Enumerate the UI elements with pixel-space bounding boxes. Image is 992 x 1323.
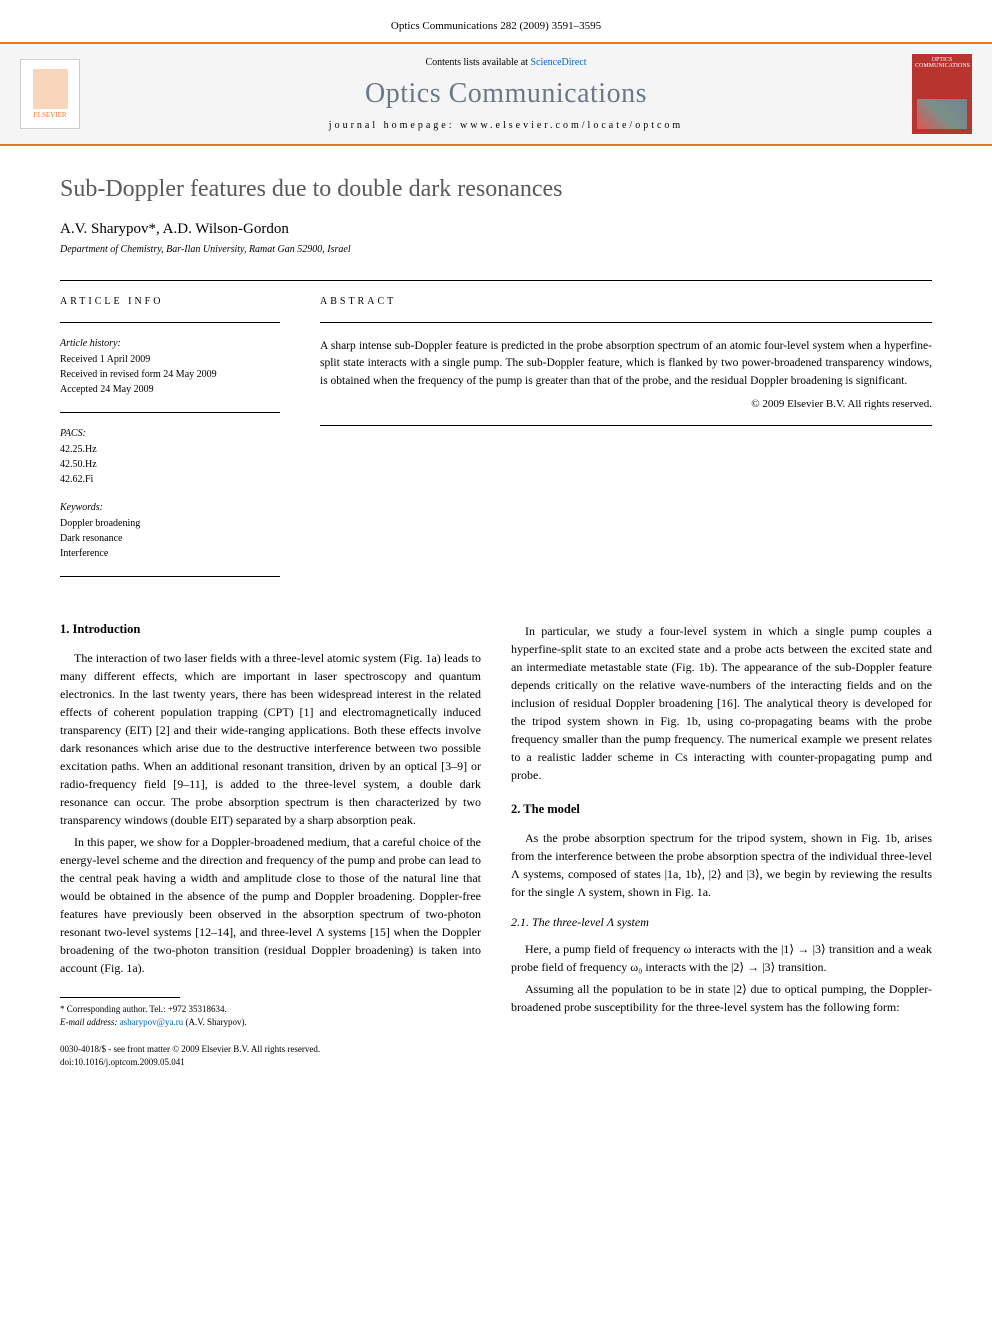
history-label: Article history: bbox=[60, 338, 280, 349]
email-label: E-mail address: bbox=[60, 1017, 117, 1027]
keyword: Interference bbox=[60, 546, 280, 561]
elsevier-logo: ELSEVIER bbox=[20, 59, 80, 129]
divider bbox=[320, 322, 932, 323]
keyword: Dark resonance bbox=[60, 531, 280, 546]
paragraph: Assuming all the population to be in sta… bbox=[511, 980, 932, 1016]
pacs-code: 42.50.Hz bbox=[60, 457, 280, 472]
divider bbox=[60, 322, 280, 323]
body-columns: 1. Introduction The interaction of two l… bbox=[60, 622, 932, 1068]
banner-center: Contents lists available at ScienceDirec… bbox=[100, 57, 912, 131]
authors-line: A.V. Sharypov*, A.D. Wilson-Gordon bbox=[60, 221, 932, 238]
homepage-url[interactable]: www.elsevier.com/locate/optcom bbox=[460, 120, 683, 131]
front-matter-copyright: 0030-4018/$ - see front matter © 2009 El… bbox=[60, 1043, 481, 1056]
history-block: Article history: Received 1 April 2009 R… bbox=[60, 338, 280, 397]
keywords-label: Keywords: bbox=[60, 502, 280, 513]
journal-title: Optics Communications bbox=[100, 78, 912, 110]
sciencedirect-link[interactable]: ScienceDirect bbox=[530, 57, 586, 68]
homepage-line: journal homepage: www.elsevier.com/locat… bbox=[100, 120, 912, 131]
email-link[interactable]: asharypov@ya.ru bbox=[120, 1017, 184, 1027]
info-abstract-row: ARTICLE INFO Article history: Received 1… bbox=[60, 296, 932, 592]
pacs-label: PACS: bbox=[60, 428, 280, 439]
subsection-heading: 2.1. The three-level Λ system bbox=[511, 915, 932, 930]
paragraph: As the probe absorption spectrum for the… bbox=[511, 829, 932, 901]
right-column: In particular, we study a four-level sys… bbox=[511, 622, 932, 1068]
keywords-block: Keywords: Doppler broadening Dark resona… bbox=[60, 502, 280, 561]
journal-cover-thumbnail: OPTICS COMMUNICATIONS bbox=[912, 54, 972, 134]
section-heading: 1. Introduction bbox=[60, 622, 481, 637]
pacs-block: PACS: 42.25.Hz 42.50.Hz 42.62.Fi bbox=[60, 428, 280, 487]
divider bbox=[60, 576, 280, 577]
revised-date: Received in revised form 24 May 2009 bbox=[60, 367, 280, 382]
article-info-column: ARTICLE INFO Article history: Received 1… bbox=[60, 296, 280, 592]
footnote-separator bbox=[60, 997, 180, 998]
email-line: E-mail address: asharypov@ya.ru (A.V. Sh… bbox=[60, 1016, 481, 1029]
article-content: Sub-Doppler features due to double dark … bbox=[0, 146, 992, 1098]
affiliation: Department of Chemistry, Bar-Ilan Univer… bbox=[60, 244, 932, 255]
accepted-date: Accepted 24 May 2009 bbox=[60, 382, 280, 397]
keyword: Doppler broadening bbox=[60, 516, 280, 531]
journal-banner: ELSEVIER Contents lists available at Sci… bbox=[0, 42, 992, 146]
divider bbox=[320, 425, 932, 426]
doi-block: 0030-4018/$ - see front matter © 2009 El… bbox=[60, 1043, 481, 1068]
divider bbox=[60, 412, 280, 413]
pacs-code: 42.62.Fi bbox=[60, 472, 280, 487]
citation-text: Optics Communications 282 (2009) 3591–35… bbox=[391, 20, 601, 32]
pacs-code: 42.25.Hz bbox=[60, 442, 280, 457]
corresponding-author-note: * Corresponding author. Tel.: +972 35318… bbox=[60, 1003, 481, 1016]
paragraph: In this paper, we show for a Doppler-bro… bbox=[60, 833, 481, 977]
abstract-column: ABSTRACT A sharp intense sub-Doppler fea… bbox=[320, 296, 932, 592]
paragraph: In particular, we study a four-level sys… bbox=[511, 622, 932, 784]
left-column: 1. Introduction The interaction of two l… bbox=[60, 622, 481, 1068]
abstract-copyright: © 2009 Elsevier B.V. All rights reserved… bbox=[320, 398, 932, 410]
paragraph: The interaction of two laser fields with… bbox=[60, 649, 481, 829]
contents-available: Contents lists available at ScienceDirec… bbox=[100, 57, 912, 68]
divider bbox=[60, 280, 932, 281]
received-date: Received 1 April 2009 bbox=[60, 352, 280, 367]
doi-text: doi:10.1016/j.optcom.2009.05.041 bbox=[60, 1056, 481, 1069]
running-header: Optics Communications 282 (2009) 3591–35… bbox=[0, 0, 992, 42]
section-heading: 2. The model bbox=[511, 802, 932, 817]
abstract-header: ABSTRACT bbox=[320, 296, 932, 307]
email-suffix: (A.V. Sharypov). bbox=[185, 1017, 246, 1027]
abstract-text: A sharp intense sub-Doppler feature is p… bbox=[320, 338, 932, 390]
article-title: Sub-Doppler features due to double dark … bbox=[60, 176, 932, 203]
paragraph: Here, a pump field of frequency ω intera… bbox=[511, 940, 932, 976]
article-info-header: ARTICLE INFO bbox=[60, 296, 280, 307]
